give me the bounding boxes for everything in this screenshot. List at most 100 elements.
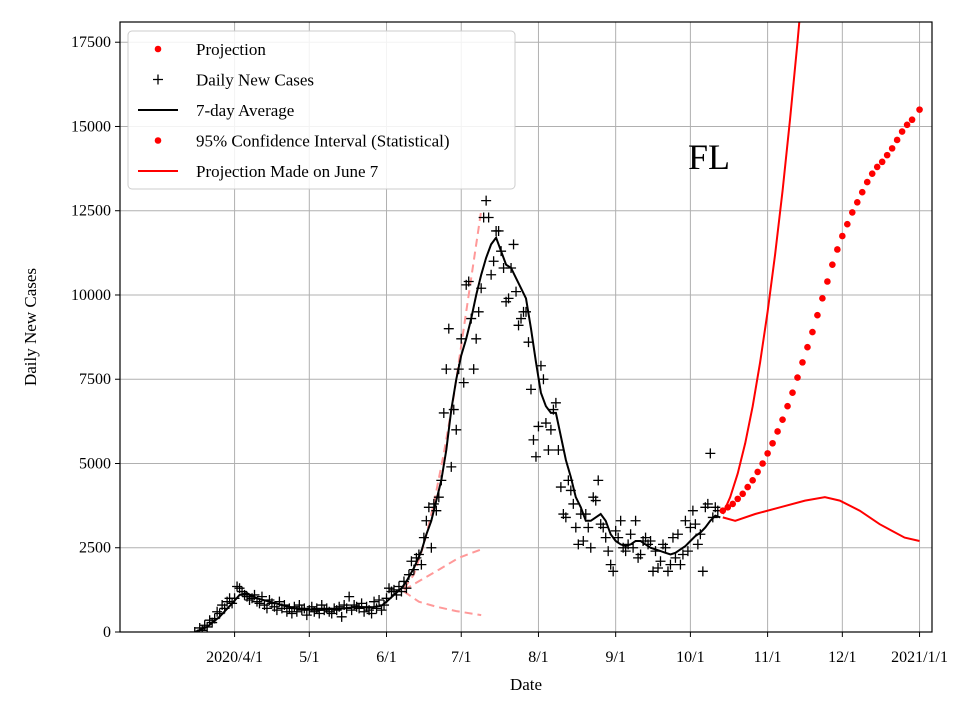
case-marker — [513, 320, 524, 331]
case-marker — [540, 418, 551, 429]
case-marker — [371, 603, 382, 614]
case-marker — [543, 445, 554, 456]
case-marker — [486, 269, 497, 280]
case-marker — [660, 542, 671, 553]
projection-point — [893, 136, 901, 144]
case-marker — [443, 323, 454, 334]
projection-point — [779, 416, 786, 423]
state-label: FL — [688, 137, 730, 177]
projection-point — [873, 163, 881, 171]
projection-point — [868, 170, 876, 177]
case-marker — [697, 566, 708, 577]
case-marker — [261, 603, 272, 614]
seven-day-average-line — [194, 235, 721, 632]
case-marker — [426, 542, 437, 553]
case-marker — [680, 515, 691, 526]
case-marker — [672, 529, 683, 540]
projection-point — [853, 199, 861, 206]
case-marker — [471, 333, 482, 344]
case-marker — [535, 360, 546, 371]
case-marker — [508, 239, 519, 250]
x-axis-ticks: 2020/4/1 5/1 6/1 7/1 8/1 9/1 10/1 11/1 12/1 2021/… — [206, 632, 948, 666]
projection-point — [829, 261, 836, 268]
case-marker — [613, 532, 624, 543]
case-marker — [334, 601, 345, 612]
projection-point — [888, 145, 896, 152]
projection-point — [804, 343, 811, 351]
x-tick-label: 6/1 — [376, 649, 396, 666]
projection-point — [794, 374, 801, 381]
case-marker — [608, 566, 619, 577]
case-marker — [560, 512, 571, 523]
case-marker — [570, 522, 581, 533]
projection-point — [724, 504, 732, 511]
legend-label: Projection Made on June 7 — [196, 162, 379, 181]
series-clip-group — [189, 22, 923, 632]
june7-projection-line — [403, 548, 482, 591]
case-marker — [545, 424, 556, 435]
case-marker — [610, 525, 621, 536]
case-marker — [503, 293, 514, 304]
projection-point — [719, 507, 727, 514]
x-tick-label: 2021/1/1 — [891, 649, 948, 666]
projection-point — [844, 220, 851, 228]
case-marker — [446, 461, 457, 472]
case-marker — [662, 566, 673, 577]
case-marker — [369, 596, 380, 607]
x-tick-label: 12/1 — [828, 649, 856, 666]
projection-point — [799, 359, 806, 366]
x-tick-label: 7/1 — [451, 649, 471, 666]
case-marker — [232, 581, 243, 592]
x-tick-label: 5/1 — [299, 649, 319, 666]
case-marker — [286, 608, 297, 619]
case-marker — [401, 583, 412, 594]
case-marker — [374, 594, 385, 605]
y-tick-label: 7500 — [79, 371, 111, 388]
y-tick-label: 0 — [103, 624, 111, 641]
case-marker — [675, 559, 686, 570]
case-marker — [533, 421, 544, 432]
case-marker — [605, 559, 616, 570]
projection-point — [848, 209, 856, 216]
legend-dot-marker — [154, 45, 162, 53]
y-tick-label: 17500 — [71, 34, 111, 51]
case-marker — [625, 529, 636, 540]
x-tick-label: 9/1 — [605, 649, 625, 666]
projection-point — [789, 389, 796, 397]
projection-point — [863, 178, 871, 186]
case-marker — [665, 559, 676, 570]
legend-label: 7-day Average — [196, 101, 294, 120]
case-marker — [438, 407, 449, 418]
case-marker — [493, 225, 504, 236]
x-tick-label: 11/1 — [754, 649, 782, 666]
case-marker — [630, 515, 641, 526]
legend-label: Projection — [196, 40, 266, 59]
y-axis-ticks: 0 2500 5000 7500 10000 12500 15000 17500 — [71, 34, 120, 641]
case-marker — [528, 434, 539, 445]
case-marker — [481, 195, 492, 206]
projection-point — [878, 158, 886, 166]
case-marker — [615, 515, 626, 526]
ci-upper-line — [721, 22, 801, 515]
projection-point — [908, 116, 916, 124]
projection-point — [749, 477, 756, 484]
x-tick-label: 10/1 — [676, 649, 704, 666]
case-marker — [555, 482, 566, 493]
case-marker — [359, 606, 370, 617]
case-marker — [593, 475, 604, 486]
y-tick-label: 5000 — [79, 455, 111, 472]
projection-point — [769, 439, 776, 447]
x-tick-label: 8/1 — [528, 649, 548, 666]
case-marker — [690, 519, 701, 530]
case-marker — [456, 333, 467, 344]
projection-point — [759, 460, 766, 467]
projection-point — [858, 188, 866, 196]
legend-label: Daily New Cases — [196, 71, 314, 90]
case-marker — [366, 608, 377, 619]
case-marker — [585, 542, 596, 553]
case-marker — [653, 562, 664, 573]
case-marker — [583, 522, 594, 533]
case-marker — [511, 286, 522, 297]
case-marker — [189, 627, 200, 632]
